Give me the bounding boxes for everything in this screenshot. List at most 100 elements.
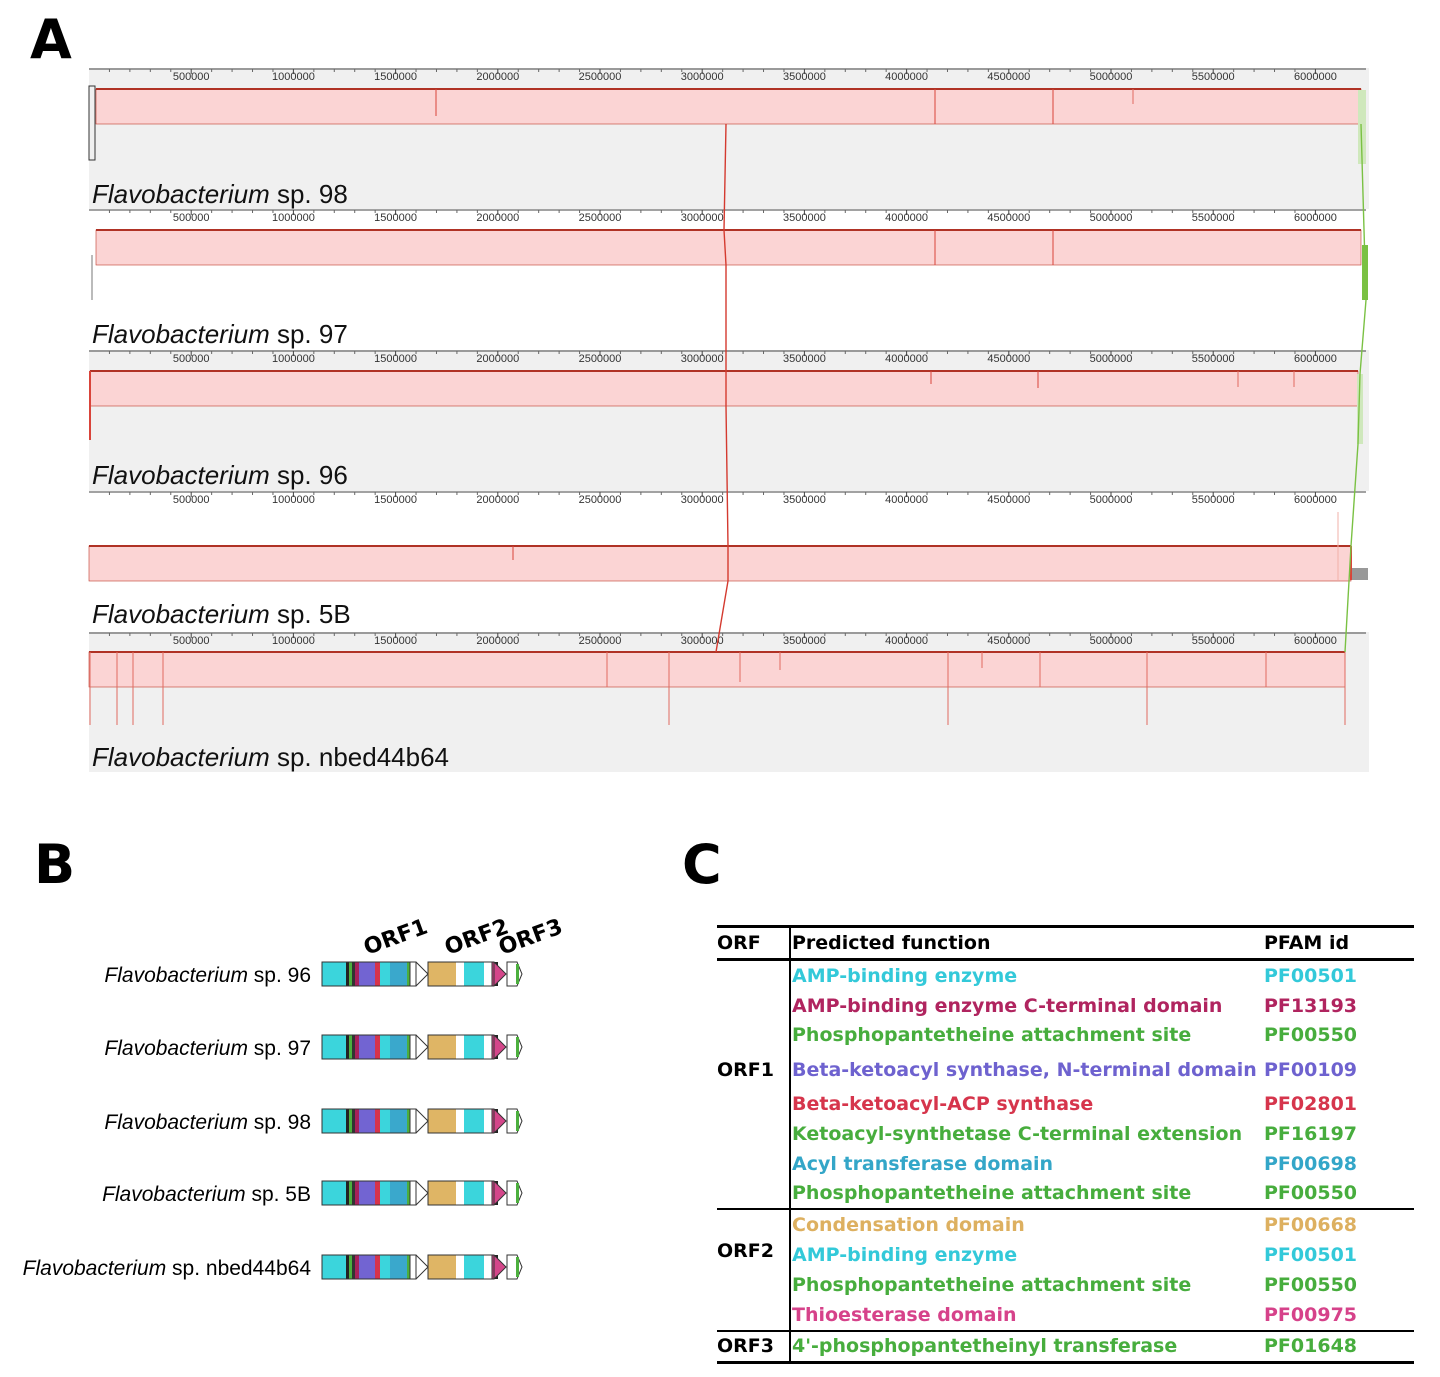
pfam-id-cell: PF01648 — [1263, 1330, 1414, 1365]
strain-label: Flavobacterium sp. 5B — [102, 1183, 311, 1206]
orf2-domain — [428, 1109, 456, 1133]
tick-label: 500000 — [173, 71, 210, 83]
orf-header: ORF — [717, 925, 791, 961]
rearrangement-link-green — [1344, 123, 1367, 653]
ruler-ticks: 500000 1000000 1500000 2000000 2500000 300000… — [108, 351, 1337, 365]
tick-label: 5000000 — [1090, 353, 1133, 365]
pfam-id-cell: PF00550 — [1264, 1273, 1358, 1296]
orf1-domain — [359, 1181, 375, 1205]
orf-cell — [717, 959, 791, 991]
cluster-row: Flavobacterium sp. nbed44b64 — [23, 1254, 523, 1280]
pfam-id-cell: PF13193 — [1264, 994, 1358, 1017]
orf1-domain — [346, 1181, 349, 1205]
function-cell: Thioesterase domain — [790, 1299, 1263, 1332]
orf2-domain — [456, 962, 464, 986]
orf2-domain — [484, 1035, 492, 1059]
pfam-id-cell: PF00550 — [1264, 1024, 1358, 1047]
orf1-domain — [322, 962, 346, 986]
orf1-domain — [390, 1109, 407, 1133]
orf-cell: ORF3 — [717, 1330, 791, 1365]
function-header: Predicted function — [790, 925, 1263, 961]
tick-label: 1000000 — [272, 71, 315, 83]
table-row: Phosphopantetheine attachment site PF0055… — [717, 1269, 1414, 1300]
tick-label: 1000000 — [272, 212, 315, 224]
function-cell: Acyl transferase domain — [792, 1152, 1054, 1175]
ruler-ticks: 500000 1000000 1500000 2000000 2500000 300000… — [108, 210, 1337, 224]
genome-track: 500000 1000000 1500000 2000000 2500000 300000… — [89, 209, 1369, 350]
orf1-domain — [346, 1035, 349, 1059]
pfam-id-cell: PF00668 — [1264, 1214, 1358, 1237]
tick-label: 1500000 — [374, 71, 417, 83]
tick-label: 5000000 — [1090, 212, 1133, 224]
orf3-domain — [516, 964, 519, 984]
orf1-domain — [346, 1255, 349, 1279]
table-row: ORF3 4'-phosphopantetheinyl transferase PF… — [717, 1330, 1414, 1365]
tick-label: 5500000 — [1192, 494, 1235, 506]
orf-cell — [717, 1269, 791, 1300]
tick-label: 5500000 — [1192, 212, 1235, 224]
tick-label: 5500000 — [1192, 635, 1235, 647]
orf2-outline — [427, 961, 495, 987]
orf1-domain — [390, 1255, 407, 1279]
table-row: Phosphopantetheine attachment site PF0055… — [717, 1020, 1414, 1051]
orf2-domain — [456, 1255, 464, 1279]
table-row: Thioesterase domain PF00975 — [717, 1299, 1414, 1332]
orf2-domain — [464, 1181, 484, 1205]
genome-track: 500000 1000000 1500000 2000000 2500000 300000… — [88, 68, 1369, 209]
orf1-domain — [346, 1109, 349, 1133]
cluster-row: Flavobacterium sp. 98 — [104, 1108, 523, 1134]
orf1-domain — [375, 1109, 380, 1133]
genome-track: 500000 1000000 1500000 2000000 2500000 300000… — [89, 350, 1369, 491]
orf1-domain — [375, 1181, 380, 1205]
orf1-domain — [380, 1181, 390, 1205]
panel-c-letter-box: C — [682, 833, 722, 896]
orf1-domain — [352, 962, 355, 986]
cluster-row: Flavobacterium sp. 5B — [102, 1180, 523, 1206]
orf2-domain — [464, 1255, 484, 1279]
orf2-outline — [427, 1034, 495, 1060]
function-cell: Condensation domain — [792, 1214, 1025, 1237]
ruler-ticks: 500000 1000000 1500000 2000000 2500000 300000… — [108, 633, 1337, 647]
tick-label: 500000 — [173, 212, 210, 224]
ruler-ticks: 500000 1000000 1500000 2000000 2500000 300000… — [108, 492, 1337, 506]
orf1-domain — [355, 1109, 359, 1133]
pfam-id-cell: PF02801 — [1264, 1093, 1358, 1116]
green-block — [1357, 374, 1363, 444]
pfam-id-cell: PF00975 — [1263, 1299, 1414, 1332]
orf1-domain — [349, 1181, 352, 1205]
tick-label: 1500000 — [374, 353, 417, 365]
orf3-arrow — [506, 1254, 523, 1280]
orf2-domain — [428, 962, 456, 986]
tick-label: 2500000 — [579, 353, 622, 365]
orf1-domain — [352, 1181, 355, 1205]
orf1-domain — [407, 962, 410, 986]
strain-label: Flavobacterium sp. 98 — [104, 1111, 311, 1134]
orf3-domain — [516, 1183, 519, 1203]
genome-label: Flavobacterium sp. 98 — [92, 179, 348, 209]
function-cell: AMP-binding enzyme — [792, 1244, 1018, 1267]
tick-label: 3000000 — [681, 494, 724, 506]
collinear-block — [88, 545, 1352, 582]
panel-c-letter: C — [682, 833, 722, 896]
grey-block — [1352, 568, 1368, 580]
orf-cell — [717, 1178, 791, 1211]
orf1-domain — [355, 1181, 359, 1205]
function-cell: AMP-binding enzyme — [792, 964, 1018, 987]
tick-label: 1500000 — [374, 494, 417, 506]
orf1-domain — [322, 1255, 346, 1279]
tick-label: 4500000 — [987, 71, 1030, 83]
orf2-domain — [428, 1255, 456, 1279]
orf1-arrowhead — [409, 1034, 429, 1060]
orf1-domain — [390, 1181, 407, 1205]
function-cell: AMP-binding enzyme C-terminal domain — [792, 994, 1223, 1017]
orf1-arrowhead — [409, 1180, 429, 1206]
tick-label: 2500000 — [579, 71, 622, 83]
genome-label: Flavobacterium sp. 96 — [92, 460, 348, 490]
table-row: ORF1 Beta-ketoacyl synthase, N-terminal d… — [717, 1050, 1414, 1090]
orf1-domain — [407, 1109, 410, 1133]
tick-label: 4000000 — [885, 71, 928, 83]
table-row: Phosphopantetheine attachment site PF0055… — [717, 1178, 1414, 1211]
collinear-block — [95, 229, 1362, 266]
tick-label: 6000000 — [1294, 635, 1337, 647]
function-cell: Beta-ketoacyl-ACP synthase — [792, 1093, 1094, 1116]
